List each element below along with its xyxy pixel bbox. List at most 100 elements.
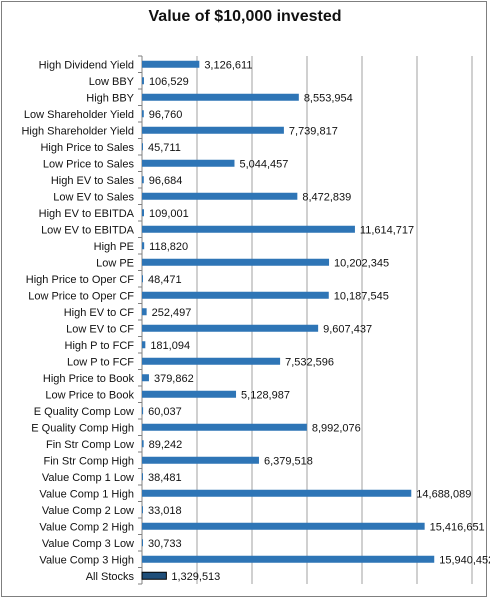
value-label: 10,202,345 (334, 257, 389, 269)
value-label: 11,614,717 (360, 224, 414, 236)
value-label: 5,128,987 (241, 389, 290, 401)
bar (142, 374, 149, 382)
category-label: High PE (94, 241, 134, 253)
bar (142, 77, 144, 85)
bar (142, 275, 143, 283)
value-label: 1,329,513 (171, 571, 220, 583)
category-label: Fin Str Comp High (44, 455, 134, 467)
category-label: High Price to Book (43, 373, 135, 385)
value-label: 33,018 (148, 505, 182, 517)
bar (142, 242, 145, 250)
bar (142, 225, 355, 233)
value-label: 48,471 (148, 274, 182, 286)
bar (142, 324, 319, 332)
category-label: Low EV to Sales (53, 191, 134, 203)
bar (142, 60, 200, 68)
category-label: E Quality Comp Low (34, 406, 134, 418)
bar (142, 506, 143, 514)
bar (142, 291, 329, 299)
bar (142, 390, 237, 398)
bar (142, 176, 144, 184)
bar (142, 192, 298, 200)
value-label: 118,820 (149, 241, 188, 253)
value-label: 15,940,452 (439, 554, 490, 566)
bar (142, 258, 330, 266)
category-label: High P to FCF (65, 340, 135, 352)
value-label: 8,992,076 (312, 422, 361, 434)
value-label: 8,472,839 (302, 191, 351, 203)
category-label: Low Price to Sales (43, 158, 135, 170)
bar (142, 93, 299, 101)
value-label: 7,739,817 (289, 125, 338, 137)
category-label: Low EV to CF (66, 323, 134, 335)
category-label: High Price to Oper CF (26, 274, 134, 286)
category-label: Value Comp 2 High (39, 521, 134, 533)
category-label: High EV to Sales (51, 175, 135, 187)
category-label: Fin Str Comp Low (46, 439, 134, 451)
category-label: High Dividend Yield (39, 59, 134, 71)
category-label: High EV to EBITDA (39, 208, 135, 220)
value-label: 38,481 (148, 472, 182, 484)
value-label: 60,037 (148, 406, 182, 418)
bar (142, 341, 146, 349)
category-label: High EV to CF (64, 307, 135, 319)
category-label: Low Price to Oper CF (28, 290, 134, 302)
value-label: 252,497 (152, 307, 192, 319)
bars (141, 60, 435, 580)
bar (142, 423, 307, 431)
category-label: Value Comp 2 Low (42, 505, 134, 517)
chart-title: Value of $10,000 invested (148, 8, 342, 25)
bar (142, 555, 435, 563)
category-labels: High Dividend Yield Low BBY High BBY Low Sh… (21, 59, 134, 583)
bar (142, 159, 235, 167)
value-label: 30,733 (148, 538, 182, 550)
bar (142, 456, 259, 464)
value-label: 5,044,457 (239, 158, 288, 170)
value-label: 9,607,437 (323, 323, 372, 335)
bar (142, 489, 412, 497)
value-labels: 3,126,611 106,529 8,553,954 96,760 7,739,817… (148, 59, 490, 583)
value-label: 106,529 (149, 76, 189, 88)
value-label: 3,126,611 (204, 59, 252, 71)
value-label: 6,379,518 (264, 455, 313, 467)
value-label: 109,001 (149, 208, 189, 220)
bar (142, 407, 144, 415)
value-label: 379,862 (154, 373, 194, 385)
category-label: Value Comp 1 High (39, 488, 134, 500)
category-label: All Stocks (86, 571, 135, 583)
value-label: 10,187,545 (334, 290, 389, 302)
bar (142, 473, 143, 481)
category-label: Value Comp 1 Low (42, 472, 134, 484)
value-label: 96,684 (149, 175, 183, 187)
category-label: Low Price to Book (45, 389, 134, 401)
category-label: Value Comp 3 High (39, 554, 134, 566)
category-label: E Quality Comp High (31, 422, 134, 434)
bar (142, 539, 143, 547)
category-label: High Shareholder Yield (21, 125, 134, 137)
value-label: 181,094 (150, 340, 190, 352)
bar (142, 308, 147, 316)
bar (142, 440, 144, 448)
bar (142, 110, 144, 118)
category-label: Low P to FCF (67, 356, 134, 368)
bar (142, 143, 143, 151)
value-label: 15,416,651 (430, 521, 485, 533)
value-label: 96,760 (149, 109, 183, 121)
value-label: 8,553,954 (304, 92, 353, 104)
bar (142, 357, 281, 365)
category-label: Low Shareholder Yield (24, 109, 134, 121)
value-label: 45,711 (148, 142, 181, 154)
category-label: High BBY (86, 92, 134, 104)
bar (142, 209, 144, 217)
bar (141, 571, 167, 580)
y-axis (138, 55, 143, 585)
bar (142, 522, 425, 530)
category-label: Low PE (96, 257, 134, 269)
category-label: Low BBY (89, 76, 135, 88)
value-label: 89,242 (149, 439, 183, 451)
category-label: High Price to Sales (40, 142, 134, 154)
bar (142, 126, 284, 134)
category-label: Value Comp 3 Low (42, 538, 134, 550)
category-label: Low EV to EBITDA (41, 224, 135, 236)
